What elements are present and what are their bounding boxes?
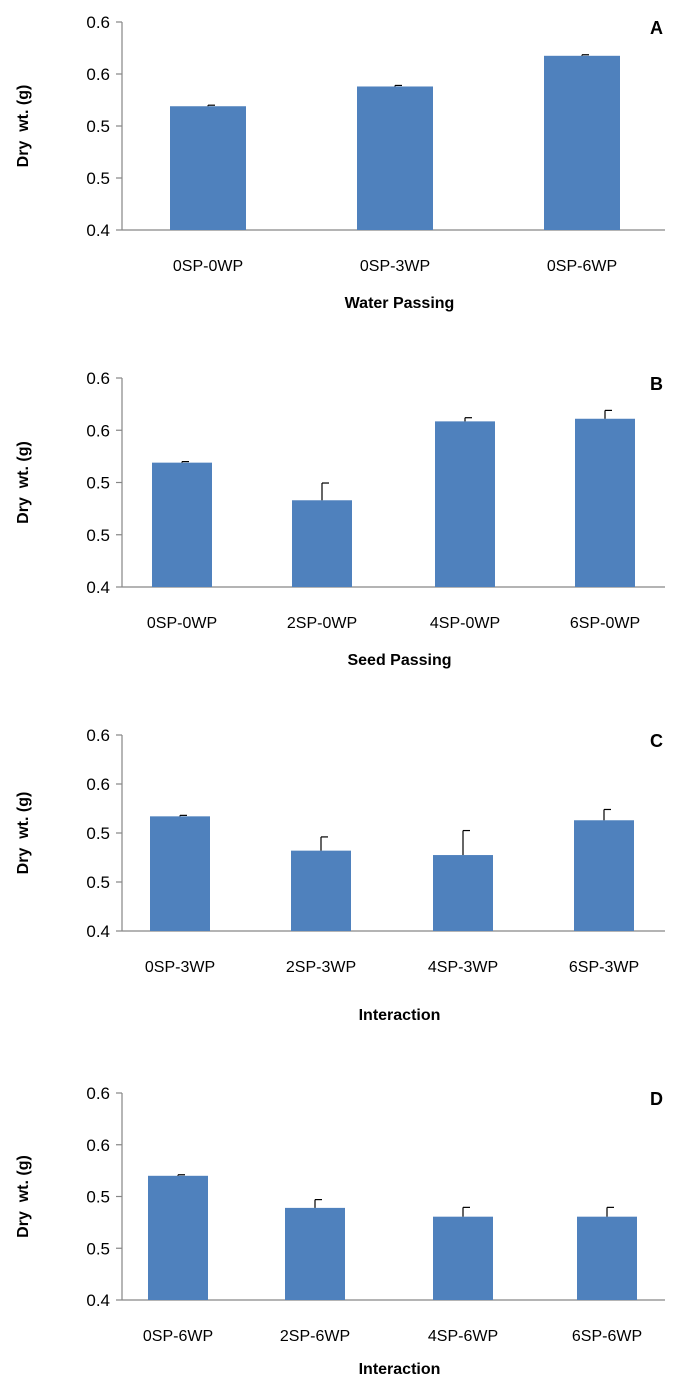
y-axis-title: Dry wt. (g) bbox=[15, 792, 32, 875]
category-label: 4SP-6WP bbox=[428, 1328, 498, 1345]
panel-label: C bbox=[650, 731, 663, 751]
bar bbox=[577, 1216, 637, 1300]
category-label: 6SP-0WP bbox=[570, 615, 640, 632]
bar bbox=[574, 820, 634, 931]
category-label: 6SP-3WP bbox=[569, 959, 639, 976]
y-tick-label: 0.6 bbox=[86, 65, 110, 84]
y-tick-label: 0.5 bbox=[86, 526, 110, 545]
bar bbox=[357, 86, 433, 230]
category-label: 6SP-6WP bbox=[572, 1328, 642, 1345]
y-tick-label: 0.5 bbox=[86, 1239, 110, 1258]
bar bbox=[435, 421, 495, 587]
y-axis-title: Dry wt. (g) bbox=[15, 441, 32, 524]
y-tick-label: 0.4 bbox=[86, 578, 110, 597]
bar bbox=[291, 850, 351, 931]
y-tick-label: 0.5 bbox=[86, 117, 110, 136]
y-tick-label: 0.6 bbox=[86, 1084, 110, 1103]
y-tick-label: 0.6 bbox=[86, 369, 110, 388]
bar bbox=[292, 500, 352, 587]
category-label: 2SP-6WP bbox=[280, 1328, 350, 1345]
x-axis-title: Water Passing bbox=[345, 295, 455, 312]
y-tick-label: 0.6 bbox=[86, 13, 110, 32]
y-tick-label: 0.4 bbox=[86, 922, 110, 941]
category-label: 0SP-0WP bbox=[147, 615, 217, 632]
y-axis-title: Dry wt. (g) bbox=[15, 85, 32, 168]
y-tick-label: 0.6 bbox=[86, 1136, 110, 1155]
x-axis-title: Seed Passing bbox=[347, 652, 451, 669]
y-axis-title: Dry wt. (g) bbox=[15, 1155, 32, 1238]
bar bbox=[170, 106, 246, 230]
y-tick-label: 0.5 bbox=[86, 1188, 110, 1207]
bar bbox=[433, 855, 493, 931]
category-label: 4SP-3WP bbox=[428, 959, 498, 976]
bar bbox=[544, 55, 620, 230]
category-label: 0SP-0WP bbox=[173, 258, 243, 275]
category-label: 0SP-6WP bbox=[547, 258, 617, 275]
y-tick-label: 0.5 bbox=[86, 169, 110, 188]
panel-label: D bbox=[650, 1089, 663, 1109]
y-tick-label: 0.6 bbox=[86, 726, 110, 745]
y-tick-label: 0.4 bbox=[86, 1291, 110, 1310]
category-label: 2SP-3WP bbox=[286, 959, 356, 976]
category-label: 0SP-3WP bbox=[145, 959, 215, 976]
category-label: 0SP-3WP bbox=[360, 258, 430, 275]
y-tick-label: 0.5 bbox=[86, 824, 110, 843]
panel-label: B bbox=[650, 374, 663, 394]
bar bbox=[285, 1207, 345, 1300]
category-label: 0SP-6WP bbox=[143, 1328, 213, 1345]
bar bbox=[148, 1175, 208, 1300]
x-axis-title: Interaction bbox=[359, 1007, 441, 1024]
bar bbox=[575, 418, 635, 587]
bar bbox=[433, 1216, 493, 1300]
y-tick-label: 0.5 bbox=[86, 474, 110, 493]
y-tick-label: 0.5 bbox=[86, 873, 110, 892]
bar bbox=[150, 816, 210, 931]
x-axis-title: Interaction bbox=[359, 1361, 441, 1378]
category-label: 4SP-0WP bbox=[430, 615, 500, 632]
category-label: 2SP-0WP bbox=[287, 615, 357, 632]
y-tick-label: 0.4 bbox=[86, 221, 110, 240]
bar bbox=[152, 462, 212, 587]
y-tick-label: 0.6 bbox=[86, 421, 110, 440]
y-tick-label: 0.6 bbox=[86, 775, 110, 794]
panel-label: A bbox=[650, 18, 663, 38]
